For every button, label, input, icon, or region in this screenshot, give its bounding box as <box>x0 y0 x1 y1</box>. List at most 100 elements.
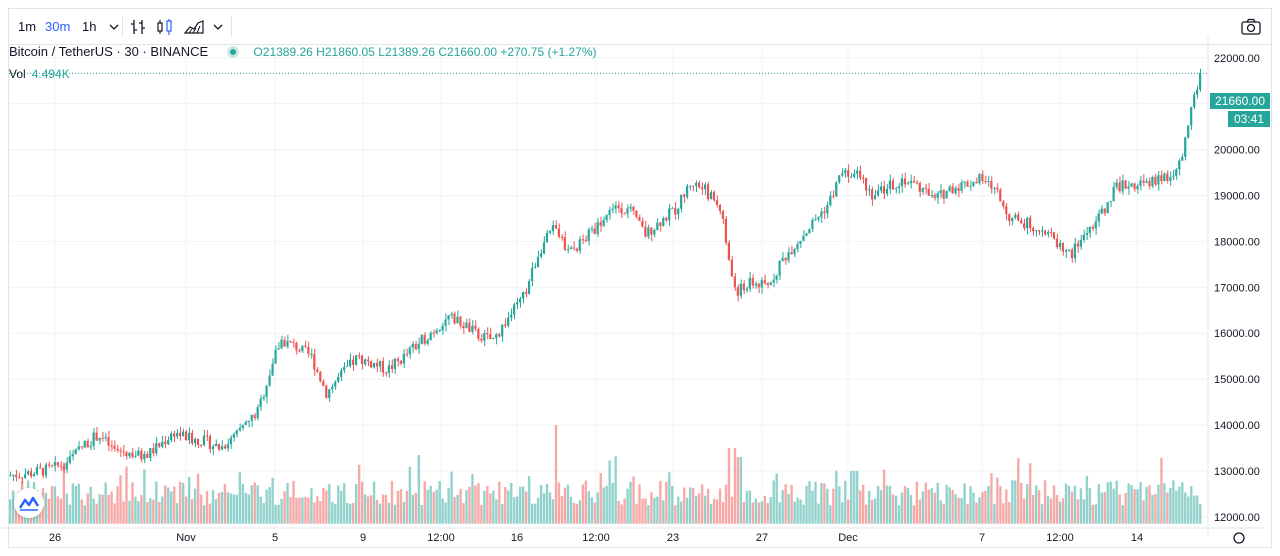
candles-icon[interactable] <box>154 16 176 38</box>
volume-bar <box>996 477 999 524</box>
candle-body <box>280 339 283 349</box>
volume-bar <box>1145 486 1148 524</box>
volume-bar <box>1058 501 1062 524</box>
candle-body <box>1172 175 1175 177</box>
candle-body <box>1091 226 1094 229</box>
candle-body <box>298 350 301 352</box>
volume-bar <box>596 492 599 524</box>
candle-body <box>56 462 59 466</box>
volume-bar <box>313 502 316 524</box>
camera-icon[interactable] <box>1240 16 1262 38</box>
volume-bar <box>888 485 892 524</box>
volume-bar <box>936 482 939 524</box>
volume-bar <box>232 494 236 524</box>
candle-body <box>444 319 447 326</box>
chevron-down-icon[interactable] <box>103 16 125 38</box>
volume-bar <box>691 488 695 524</box>
volume-bar <box>229 493 233 524</box>
candle-body <box>217 443 220 450</box>
volume-bar <box>978 497 981 524</box>
volume-bar <box>808 481 811 524</box>
volume-bar <box>1124 493 1127 524</box>
volume-bar <box>894 495 898 524</box>
volume-bar <box>501 504 504 524</box>
volume-bar <box>748 490 752 524</box>
volume-bar <box>602 487 605 524</box>
x-tick-label: 12:00 <box>427 532 455 544</box>
volume-bar <box>727 447 731 524</box>
volume-bar <box>1002 503 1005 524</box>
candle-body <box>98 437 101 441</box>
volume-bar <box>238 472 242 524</box>
y-tick-label: 12000.00 <box>1214 512 1260 524</box>
x-tick-label: 16 <box>511 532 523 544</box>
candle-body <box>680 194 683 209</box>
chevron-down-icon[interactable] <box>207 16 229 38</box>
settings-gear-icon <box>1233 532 1245 544</box>
volume-bar <box>59 498 63 524</box>
volume-bar <box>334 503 337 524</box>
area-chart-icon[interactable] <box>183 16 205 38</box>
candle-body <box>384 372 387 374</box>
volume-bar <box>1070 491 1074 524</box>
candle-body <box>1196 89 1199 95</box>
candle-body <box>265 385 268 398</box>
interval-30m-button[interactable]: 30m <box>45 19 71 34</box>
candle-body <box>29 471 33 477</box>
volume-bar <box>1139 482 1142 524</box>
candle-body <box>1029 217 1032 229</box>
candle-body <box>399 360 402 364</box>
candle-body <box>116 448 119 451</box>
candle-body <box>44 464 47 476</box>
candle-body <box>686 186 689 197</box>
volume-bar <box>101 494 104 524</box>
candle-body <box>757 283 760 288</box>
volume-bar <box>826 488 829 524</box>
volume-bar <box>1136 489 1139 524</box>
volume-bar <box>14 503 18 524</box>
candle-body <box>486 332 489 335</box>
candle-body <box>617 205 620 209</box>
candle-body <box>122 451 125 453</box>
interval-1m-button[interactable]: 1m <box>18 19 37 34</box>
volume-bar <box>492 490 495 524</box>
volume-bar <box>942 504 945 524</box>
volume-bar <box>1085 475 1089 524</box>
volume-bar <box>665 481 668 524</box>
candle-body <box>602 219 605 226</box>
candle-body <box>1043 230 1047 235</box>
volume-bar <box>718 488 722 524</box>
candle-body <box>289 340 292 343</box>
volume-bar <box>325 490 328 524</box>
candle-body <box>975 181 978 184</box>
candle-body <box>1157 175 1160 185</box>
candle-body <box>80 446 83 448</box>
candle-body <box>26 471 30 475</box>
interval-1h-button[interactable]: 1h <box>82 19 97 34</box>
candle-body <box>626 208 629 214</box>
volume-bar <box>757 502 760 524</box>
volume-bar <box>116 486 119 524</box>
volume-bar <box>760 501 763 524</box>
volume-bar <box>787 493 790 524</box>
volume-bar <box>423 481 426 524</box>
volume-bar <box>1026 483 1029 524</box>
volume-bar <box>322 487 325 524</box>
candle-body <box>990 180 993 189</box>
candle-body <box>331 386 334 390</box>
volume-bar <box>641 498 644 524</box>
volume-bar <box>247 494 250 524</box>
candle-body <box>927 188 930 196</box>
x-tick-label: 12:00 <box>582 532 610 544</box>
candle-body <box>826 205 829 214</box>
volume-bar <box>214 499 218 524</box>
candle-body <box>912 181 915 183</box>
price-chart[interactable]: 12000.00 13000.00 14000.00 15000.00 16000.00… <box>0 36 1272 556</box>
candle-body <box>483 332 486 341</box>
volume-bar <box>277 504 280 524</box>
tradingview-logo-icon[interactable] <box>14 488 44 518</box>
bar-chart-icon[interactable] <box>127 16 149 38</box>
volume-bar <box>608 460 611 524</box>
candle-body <box>426 340 429 344</box>
x-tick-label: 5 <box>272 532 278 544</box>
